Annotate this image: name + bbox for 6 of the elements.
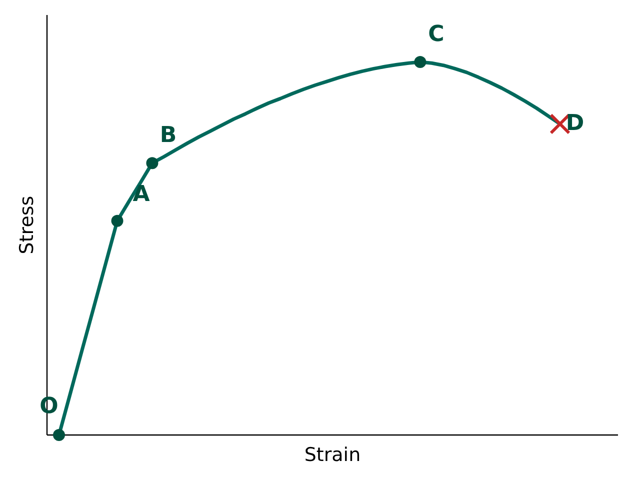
annotation: B [160,123,177,148]
annotation: A [132,182,150,207]
x-axis-title: Strain [304,444,361,466]
text: C [428,22,444,48]
y-axis-title: Stress [16,196,38,254]
text: D [566,110,584,136]
